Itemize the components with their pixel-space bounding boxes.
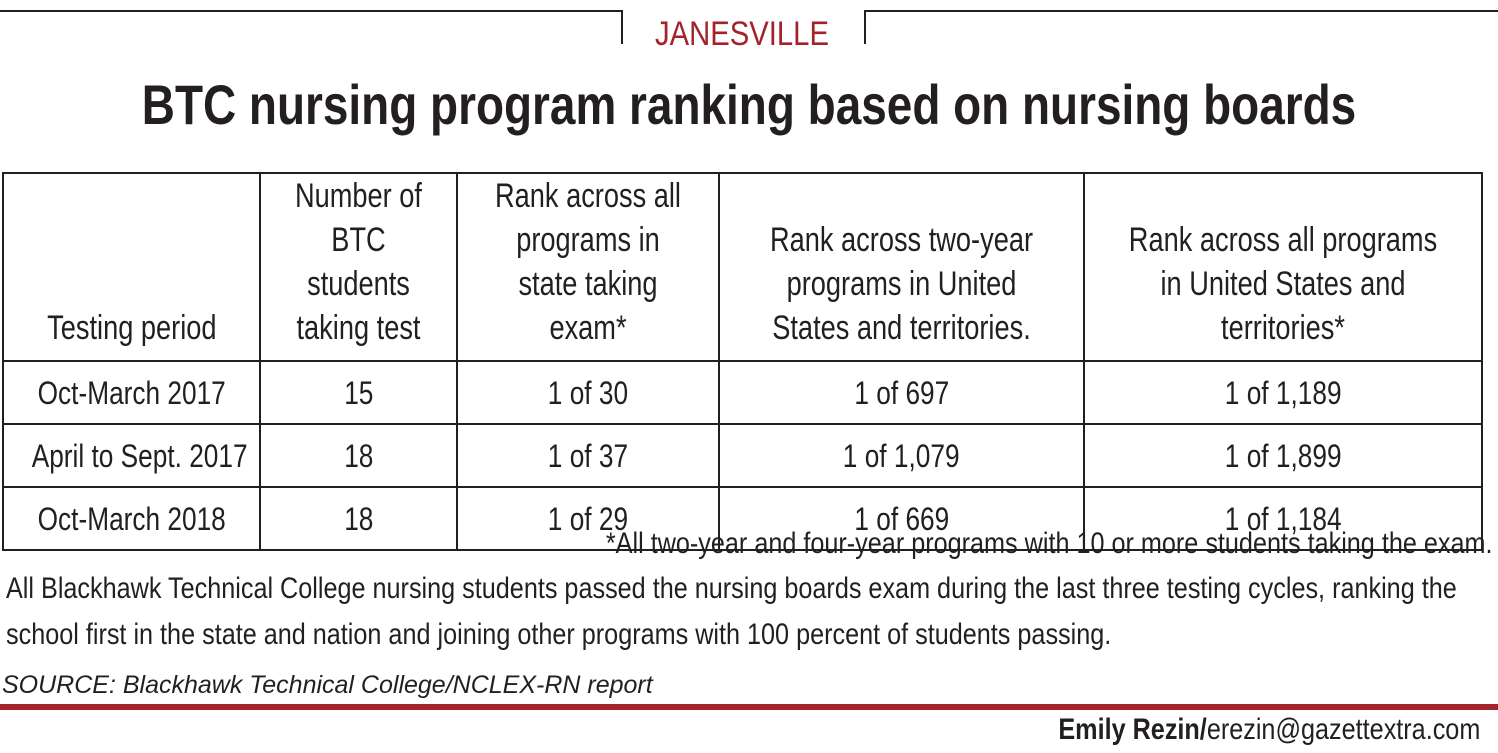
header-cell: Rank across two-year programs in United … <box>718 172 1085 362</box>
header-label: Rank across two-year programs in United … <box>769 221 1034 347</box>
cell-value: 1 of 1,899 <box>1224 437 1342 474</box>
header-cell: Rank across all programs in United State… <box>1083 172 1483 362</box>
kicker-left-rule <box>0 10 621 12</box>
page-title: BTC nursing program ranking based on nur… <box>141 73 1357 136</box>
summary-text: All Blackhawk Technical College nursing … <box>6 572 1457 651</box>
table-cell: 1 of 30 <box>456 360 720 425</box>
table-cell: 18 <box>259 423 458 488</box>
header-label: Number of BTC students taking test <box>295 177 422 347</box>
source-line: SOURCE: Blackhawk Technical College/NCLE… <box>2 671 653 699</box>
cell-value: 1 of 1,189 <box>1224 374 1342 411</box>
cell-value: Oct-March 2018 <box>37 500 226 537</box>
kicker-right-rule <box>864 10 1498 12</box>
cell-value: 1 of 37 <box>547 437 629 474</box>
table-cell: 1 of 1,079 <box>718 423 1085 488</box>
cell-value: April to Sept. 2017 <box>31 437 248 474</box>
ranking-table: Testing period Number of BTC students ta… <box>2 172 1483 551</box>
accent-rule <box>0 704 1498 710</box>
table-row: Oct-March 2017 15 1 of 30 1 of 697 1 of … <box>2 360 1483 425</box>
table-cell: 1 of 697 <box>718 360 1085 425</box>
cell-value: 1 of 30 <box>547 374 629 411</box>
kicker-label: JANESVILLE <box>655 15 829 53</box>
credit-email: erezin@gazettextra.com <box>1206 713 1480 746</box>
cell-value: 1 of 29 <box>547 500 629 537</box>
cell-value: Oct-March 2017 <box>37 374 226 411</box>
table-cell: 1 of 1,189 <box>1083 360 1483 425</box>
kicker-left-bar <box>621 10 623 44</box>
cell-value: 1 of 669 <box>854 500 949 537</box>
cell-value: 18 <box>343 500 374 537</box>
header-label: Testing period <box>46 309 217 347</box>
header-label: Rank across all programs in state taking… <box>495 177 681 347</box>
table-cell: 1 of 1,899 <box>1083 423 1483 488</box>
table-footnote: *All two-year and four-year programs wit… <box>605 527 1492 560</box>
table-cell: Oct-March 2018 <box>2 486 261 551</box>
cell-value: 1 of 1,184 <box>1224 500 1342 537</box>
table-cell: 15 <box>259 360 458 425</box>
table-row: Oct-March 2018 18 1 of 29 1 of 669 1 of … <box>2 486 1483 551</box>
cell-value: 1 of 697 <box>854 374 949 411</box>
credit-name: Emily Rezin/ <box>1058 713 1207 746</box>
table-cell: 18 <box>259 486 458 551</box>
table-cell: 1 of 37 <box>456 423 720 488</box>
table-header-row: Testing period Number of BTC students ta… <box>2 172 1483 362</box>
byline-credit: Emily Rezin/erezin@gazettextra.com <box>1058 710 1480 750</box>
header-cell: Rank across all programs in state taking… <box>456 172 720 362</box>
table-cell: April to Sept. 2017 <box>2 423 261 488</box>
table-cell: 1 of 29 <box>456 486 720 551</box>
table-cell: 1 of 669 <box>718 486 1085 551</box>
cell-value: 1 of 1,079 <box>843 437 960 474</box>
table-cell: Oct-March 2017 <box>2 360 261 425</box>
table-cell: 1 of 1,184 <box>1083 486 1483 551</box>
header-cell: Number of BTC students taking test <box>259 172 458 362</box>
cell-value: 15 <box>343 374 374 411</box>
cell-value: 18 <box>343 437 374 474</box>
kicker-right-bar <box>864 10 866 44</box>
table-row: April to Sept. 2017 18 1 of 37 1 of 1,07… <box>2 423 1483 488</box>
header-cell: Testing period <box>2 172 261 362</box>
header-label: Rank across all programs in United State… <box>1128 221 1438 347</box>
